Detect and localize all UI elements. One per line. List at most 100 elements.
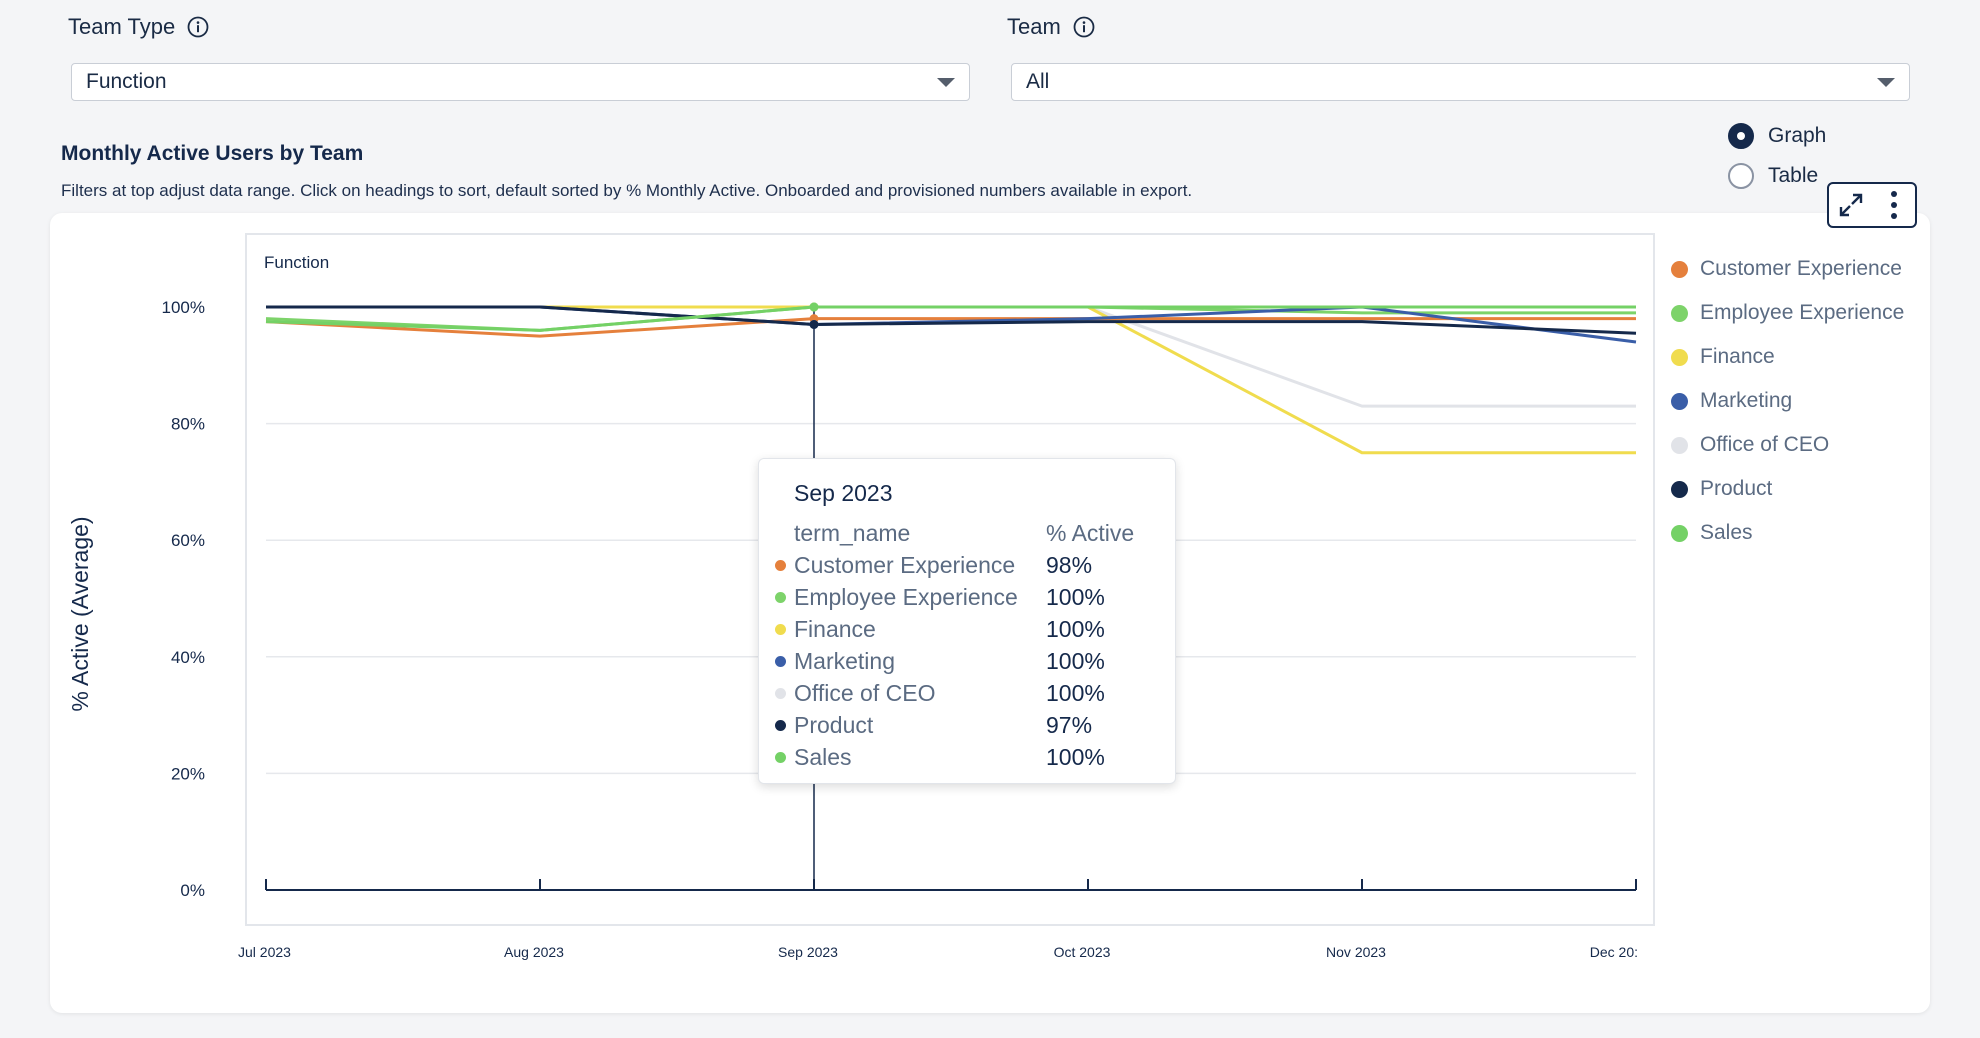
radio-table[interactable]: Table bbox=[1728, 156, 1826, 196]
tooltip-row-name: Finance bbox=[794, 615, 876, 642]
tooltip-header: term_name % Active bbox=[794, 517, 1175, 549]
radio-graph[interactable]: Graph bbox=[1728, 116, 1826, 156]
tooltip-dot bbox=[775, 559, 786, 571]
legend-label: Product bbox=[1700, 477, 1773, 500]
tooltip-header-name: term_name bbox=[794, 519, 911, 546]
legend-label: Sales bbox=[1700, 521, 1753, 544]
series-line[interactable] bbox=[265, 317, 1636, 338]
tooltip-row-value: 97% bbox=[1046, 711, 1093, 738]
tooltip-row: Office of CEO 100% bbox=[775, 677, 1175, 709]
tooltip-row-name: Employee Experience bbox=[794, 583, 1018, 610]
x-tick-label: Oct 2023 bbox=[1054, 944, 1111, 960]
legend-label: Office of CEO bbox=[1700, 433, 1830, 456]
legend-dot bbox=[1671, 348, 1688, 366]
hover-point bbox=[809, 302, 819, 312]
tooltip-dot bbox=[775, 655, 786, 667]
more-vertical-icon bbox=[1890, 191, 1897, 219]
legend-dot bbox=[1671, 304, 1688, 322]
tooltip-title: Sep 2023 bbox=[794, 480, 893, 506]
legend-item[interactable]: Office of CEO bbox=[1671, 423, 1904, 467]
series-line[interactable] bbox=[266, 305, 1637, 335]
expand-button[interactable] bbox=[1833, 187, 1869, 223]
tooltip-dot bbox=[775, 623, 786, 635]
x-tick-label: Nov 2023 bbox=[1326, 944, 1386, 960]
legend-label: Finance bbox=[1700, 345, 1775, 368]
x-tick-label: Sep 2023 bbox=[778, 944, 838, 960]
x-tick-label: Dec 20: bbox=[1590, 944, 1638, 960]
tooltip-dot bbox=[775, 687, 786, 699]
chevron-down-icon bbox=[1877, 77, 1895, 87]
radio-graph-label: Graph bbox=[1768, 124, 1827, 147]
y-tick-label: 40% bbox=[171, 648, 205, 667]
tooltip-row-name: Office of CEO bbox=[794, 679, 936, 706]
chart-legend: Customer Experience Employee Experience Fi… bbox=[1671, 247, 1904, 555]
radio-table-label: Table bbox=[1768, 164, 1819, 187]
tooltip-header-value: % Active bbox=[1046, 519, 1135, 546]
chevron-down-icon bbox=[937, 77, 955, 87]
chart-tooltip: Sep 2023 term_name % Active Customer Exp… bbox=[758, 458, 1176, 784]
section-description: Filters at top adjust data range. Click … bbox=[61, 181, 1193, 200]
legend-dot bbox=[1671, 524, 1688, 542]
info-icon[interactable] bbox=[1073, 16, 1095, 38]
team-value: All bbox=[1026, 70, 1050, 93]
tooltip-row: Finance 100% bbox=[775, 613, 1175, 645]
legend-label: Marketing bbox=[1700, 389, 1793, 412]
team-type-label-text: Team Type bbox=[68, 14, 176, 39]
chart-toolbar bbox=[1827, 182, 1917, 228]
team-type-value: Function bbox=[86, 70, 167, 93]
y-tick-label: 20% bbox=[171, 764, 205, 783]
legend-item[interactable]: Marketing bbox=[1671, 379, 1904, 423]
radio-graph-indicator[interactable] bbox=[1728, 123, 1754, 149]
tooltip-row-value: 100% bbox=[1046, 743, 1105, 770]
tooltip-row-name: Customer Experience bbox=[794, 551, 1016, 578]
y-axis-label: % Active (Average) bbox=[67, 516, 93, 711]
info-icon[interactable] bbox=[187, 16, 209, 38]
legend-label: Employee Experience bbox=[1700, 301, 1905, 324]
x-tick-label: Aug 2023 bbox=[504, 944, 564, 960]
tooltip-row-value: 100% bbox=[1046, 647, 1105, 674]
tooltip-dot bbox=[775, 591, 786, 603]
y-tick-label: 60% bbox=[171, 531, 205, 550]
tooltip-row: Employee Experience 100% bbox=[775, 581, 1175, 613]
legend-dot bbox=[1671, 436, 1688, 454]
legend-label: Customer Experience bbox=[1700, 257, 1902, 280]
team-type-label: Team Type bbox=[68, 14, 209, 40]
team-select[interactable]: All bbox=[1011, 63, 1910, 101]
tooltip-row: Sales 100% bbox=[775, 741, 1175, 773]
tooltip-row-value: 98% bbox=[1046, 551, 1093, 578]
tooltip-dot bbox=[775, 719, 786, 731]
tooltip-row-value: 100% bbox=[1046, 583, 1105, 610]
legend-item[interactable]: Product bbox=[1671, 467, 1904, 511]
tooltip-row-value: 100% bbox=[1046, 679, 1105, 706]
hover-point bbox=[809, 319, 819, 329]
plot-frame bbox=[245, 233, 1655, 926]
expand-icon bbox=[1839, 193, 1862, 217]
legend-item[interactable]: Employee Experience bbox=[1671, 291, 1904, 335]
radio-table-indicator[interactable] bbox=[1728, 163, 1754, 189]
view-toggle: Graph Table bbox=[1728, 116, 1826, 196]
tooltip-row-name: Product bbox=[794, 711, 874, 738]
more-options-button[interactable] bbox=[1876, 187, 1912, 223]
tooltip-row-name: Sales bbox=[794, 743, 852, 770]
legend-dot bbox=[1671, 392, 1688, 410]
tooltip-row-value: 100% bbox=[1046, 615, 1105, 642]
team-type-select[interactable]: Function bbox=[71, 63, 970, 101]
team-label: Team bbox=[1007, 14, 1095, 40]
tooltip-row: Marketing 100% bbox=[775, 645, 1175, 677]
tooltip-row: Customer Experience 98% bbox=[775, 549, 1175, 581]
series-line[interactable] bbox=[265, 305, 1636, 332]
y-tick-label: 0% bbox=[180, 881, 205, 900]
legend-item[interactable]: Customer Experience bbox=[1671, 247, 1904, 291]
y-tick-label: 80% bbox=[171, 415, 205, 434]
legend-dot bbox=[1671, 260, 1688, 278]
tooltip-dot bbox=[775, 751, 786, 763]
tooltip-row: Product 97% bbox=[775, 709, 1175, 741]
tooltip-row-name: Marketing bbox=[794, 647, 895, 674]
legend-item[interactable]: Finance bbox=[1671, 335, 1904, 379]
x-tick-label: Jul 2023 bbox=[238, 944, 291, 960]
legend-dot bbox=[1671, 480, 1688, 498]
legend-item[interactable]: Sales bbox=[1671, 511, 1904, 555]
team-label-text: Team bbox=[1007, 14, 1061, 39]
chart-title: Function bbox=[264, 253, 329, 272]
